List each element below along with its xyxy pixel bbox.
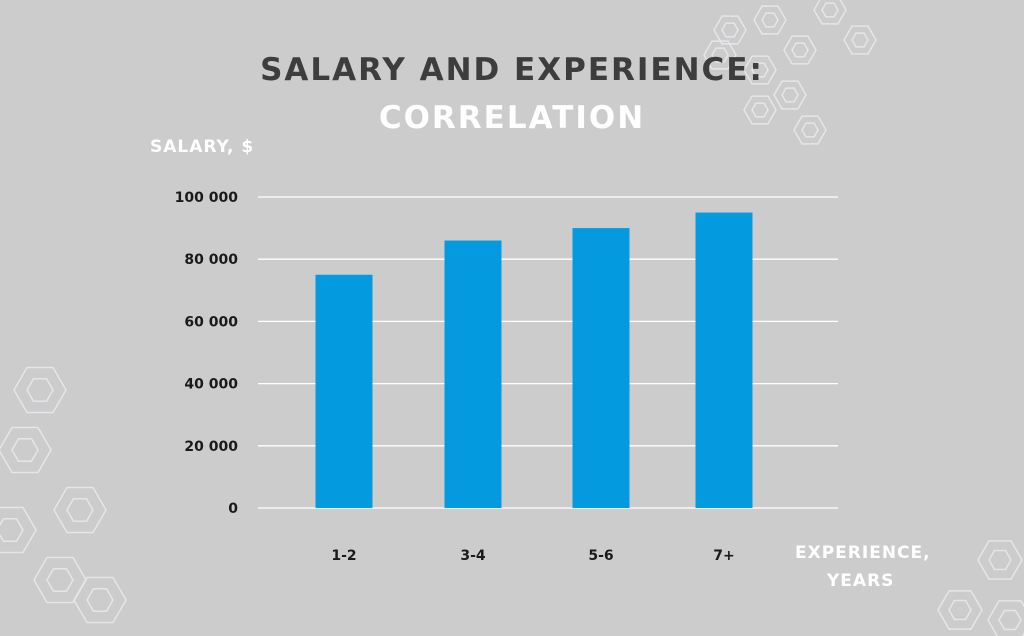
hexagon-shape xyxy=(783,35,817,65)
hexagon-shape xyxy=(821,2,839,18)
hexagon-shape xyxy=(751,102,769,118)
chart-title: SALARY AND EXPERIENCE: xyxy=(260,52,764,88)
y-tick-label: 60 000 xyxy=(184,314,238,330)
hexagon-shape xyxy=(0,517,24,543)
hexagon-shape xyxy=(851,32,869,48)
hexagon-shape xyxy=(793,115,827,145)
hexagon-shape xyxy=(743,55,777,85)
hexagon-shape xyxy=(743,95,777,125)
hexagon-shape xyxy=(86,587,114,613)
hexagon-shape xyxy=(937,590,983,630)
y-tick-label: 100 000 xyxy=(175,190,239,206)
x-tick-label: 7+ xyxy=(713,548,734,564)
hexagon-shape xyxy=(843,25,877,55)
hexagon-shape xyxy=(33,556,87,604)
hexagon-shape xyxy=(753,5,787,35)
bar-3-4 xyxy=(444,240,502,509)
hexagon-shape xyxy=(26,377,54,403)
hexagon-shape xyxy=(703,40,737,70)
hexagon-shape xyxy=(66,497,94,523)
bar-7+ xyxy=(695,212,753,509)
hexagon-shape xyxy=(948,599,972,621)
y-tick-label: 40 000 xyxy=(184,377,238,393)
chart-subtitle: CORRELATION xyxy=(378,100,646,136)
x-tick-label: 5-6 xyxy=(588,548,613,564)
hexagon-shape xyxy=(987,600,1024,636)
x-tick-label: 3-4 xyxy=(460,548,486,564)
hexagon-shape xyxy=(773,80,807,110)
hexagon-shape xyxy=(801,122,819,138)
hexagon-shape xyxy=(781,87,799,103)
hexagon-shape xyxy=(46,567,74,593)
hexagon-shape xyxy=(53,486,107,534)
hexagon-shape xyxy=(0,426,52,474)
y-axis-label: SALARY, $ xyxy=(150,137,255,157)
hexagon-shape xyxy=(791,42,809,58)
y-tick-label: 0 xyxy=(228,501,238,517)
hexagon-shape xyxy=(73,576,127,624)
bar-1-2 xyxy=(315,274,373,508)
hexagon-shape xyxy=(711,47,729,63)
hexagon-shape xyxy=(0,506,37,554)
hexagon-shape xyxy=(13,366,67,414)
hexagon-shape xyxy=(998,609,1022,631)
hexagon-shape xyxy=(761,12,779,28)
hexagon-shape xyxy=(977,540,1023,580)
hexagon-shape xyxy=(751,62,769,78)
x-axis-label-line2: YEARS xyxy=(827,571,895,591)
x-tick-label: 1-2 xyxy=(331,548,356,564)
y-tick-label: 80 000 xyxy=(184,252,238,268)
hexagon-shape xyxy=(11,437,39,463)
y-tick-label: 20 000 xyxy=(184,439,238,455)
hexagon-shape xyxy=(988,549,1012,571)
hexagon-shape xyxy=(721,22,739,38)
hexagon-shape xyxy=(713,15,747,45)
x-axis-label-line1: EXPERIENCE, xyxy=(795,543,931,563)
bar-5-6 xyxy=(572,228,630,508)
hexagon-shape xyxy=(813,0,847,25)
